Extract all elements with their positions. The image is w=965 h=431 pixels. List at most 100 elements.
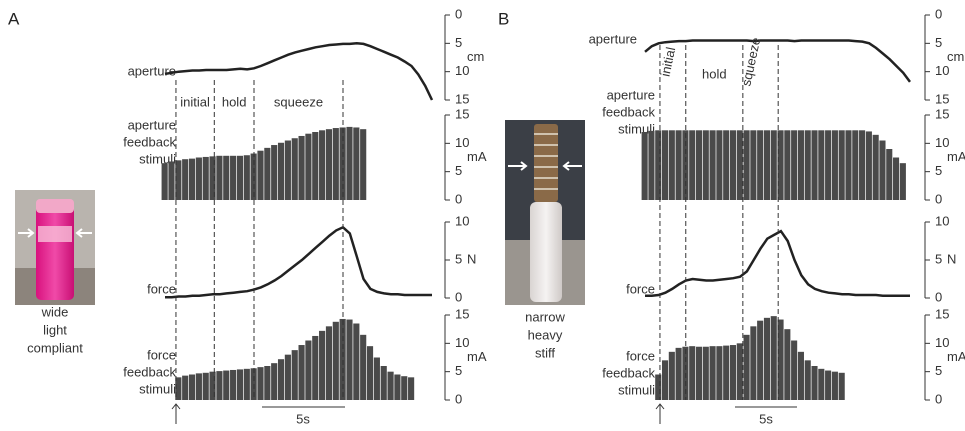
stimulus-bar	[257, 367, 264, 400]
stimulus-bar	[797, 351, 804, 400]
object-photo	[15, 190, 95, 305]
stimulus-bar	[825, 370, 832, 400]
onset-arrow	[655, 403, 665, 424]
stimulus-bar	[353, 323, 360, 400]
trace-label: aperture	[128, 63, 176, 78]
stimulus-bar	[716, 130, 723, 200]
stimulus-bar	[736, 130, 743, 200]
stimulus-bar	[831, 130, 838, 200]
object-caption: light	[43, 322, 67, 337]
object-caption: compliant	[27, 340, 83, 355]
stimulus-bar	[271, 363, 278, 400]
stimulus-bar	[893, 157, 900, 200]
y-tick-label: 10	[935, 335, 949, 350]
y-tick-label: 15	[935, 306, 949, 321]
y-tick-label: 5	[455, 163, 462, 178]
stimulus-bar	[284, 140, 291, 200]
stimulus-bar	[804, 360, 811, 400]
stimulus-bar	[373, 357, 380, 400]
stimulus-bar	[332, 321, 339, 400]
stimulus-bar	[763, 317, 771, 400]
stimulus-bar	[223, 370, 230, 400]
stimulus-bar	[182, 375, 189, 400]
stimulus-bar	[195, 373, 202, 400]
stimulus-bar	[723, 345, 730, 400]
stimulus-bar	[223, 155, 230, 200]
y-tick-label: 15	[455, 106, 469, 121]
stimulus-bar	[784, 329, 791, 400]
stimulus-bar	[216, 155, 223, 200]
y-unit: cm	[467, 49, 484, 64]
y-tick-label: 0	[455, 289, 462, 304]
y-tick-label: 15	[935, 91, 949, 106]
y-tick-label: 5	[455, 35, 462, 50]
stimulus-bar	[168, 161, 175, 200]
y-tick-label: 5	[935, 363, 942, 378]
stimulus-bar	[312, 335, 319, 400]
y-tick-label: 5	[455, 251, 462, 266]
stimulus-bar	[284, 354, 291, 400]
stimulus-bar	[675, 130, 682, 200]
stimulus-bar	[257, 150, 264, 200]
stimulus-bar	[743, 130, 750, 200]
stimulus-bar	[277, 142, 285, 200]
y-unit: mA	[947, 149, 965, 164]
y-tick-label: 15	[935, 106, 949, 121]
stimulus-bar	[879, 140, 886, 200]
y-tick-label: 10	[935, 63, 949, 78]
stimulus-bar	[838, 372, 845, 400]
y-unit: N	[467, 251, 476, 266]
y-tick-label: 0	[935, 191, 942, 206]
stimulus-bar	[243, 155, 250, 200]
phase-label: initial	[657, 46, 678, 78]
stimulus-bar	[209, 156, 216, 200]
trace-label: force	[626, 281, 655, 296]
y-tick-label: 10	[455, 63, 469, 78]
stimulus-bar	[243, 368, 250, 400]
stimulus-bar	[797, 130, 804, 200]
phase-label: initial	[180, 94, 210, 109]
stimulus-bar	[838, 130, 845, 200]
object-caption: heavy	[528, 327, 563, 342]
stimulus-bar	[202, 156, 209, 200]
stimulus-bar	[394, 374, 401, 400]
stimulus-bar	[689, 130, 696, 200]
stimulus-bar	[702, 346, 709, 400]
stimulus-bar	[899, 163, 906, 200]
stimulus-bar	[811, 366, 818, 400]
stimulus-bar	[175, 160, 182, 200]
phase-label: squeeze	[274, 94, 323, 109]
stimulus-bar	[777, 319, 784, 400]
y-tick-label: 0	[455, 6, 462, 21]
y-unit: N	[947, 251, 956, 266]
stimulus-bar	[312, 132, 319, 200]
trace-line	[165, 225, 432, 299]
stimulus-bar	[161, 163, 168, 200]
trace-label: feedback	[123, 134, 176, 149]
stimulus-bar	[319, 330, 326, 400]
stimulus-bar	[346, 319, 353, 400]
panel-label: A	[8, 9, 20, 28]
stimulus-bar	[770, 316, 777, 400]
y-unit: cm	[947, 49, 964, 64]
phase-label: hold	[222, 94, 247, 109]
stimulus-bar	[804, 130, 811, 200]
stimulus-bar	[675, 347, 682, 400]
stimulus-bar	[709, 346, 716, 400]
object-caption: stiff	[535, 345, 555, 360]
stimulus-bar	[291, 138, 298, 200]
stimulus-bar	[750, 130, 757, 200]
trace-line	[645, 229, 910, 297]
y-tick-label: 15	[455, 306, 469, 321]
stimulus-bar	[716, 346, 723, 400]
stimulus-bar	[702, 130, 709, 200]
object-photo	[505, 120, 585, 305]
stimulus-bar	[291, 350, 298, 400]
stimulus-bar	[230, 369, 237, 400]
stimulus-bar	[408, 377, 415, 400]
stimulus-bar	[175, 377, 182, 400]
stimulus-bar	[695, 346, 703, 400]
stimulus-bar	[818, 130, 825, 200]
trace-label: force	[626, 348, 655, 363]
stimulus-bar	[791, 340, 798, 400]
